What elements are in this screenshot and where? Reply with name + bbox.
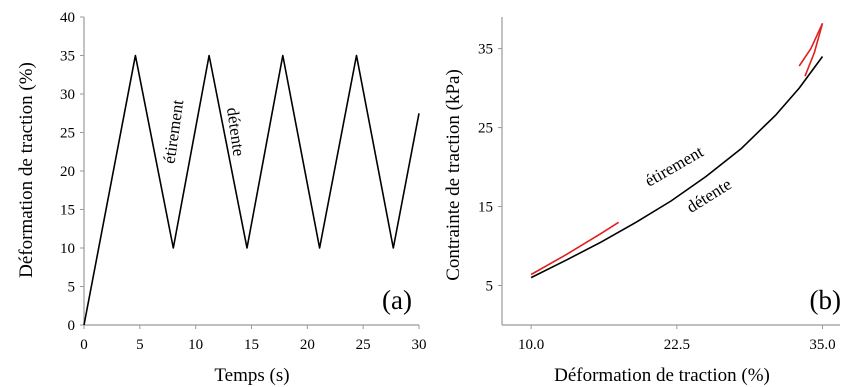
panel-a-series-line-0 [83,54,420,326]
panel-b-label: (b) [810,285,841,315]
panel-a-y-tick-label: 10 [60,241,75,257]
panel-a-y-tick-label: 30 [60,87,75,103]
panel-b-series-line-0 [530,56,824,279]
panel-a-y-tick-label: 20 [60,164,75,180]
panel-a-y-tick-label: 40 [60,10,75,26]
panel-a-x-tick-label: 0 [80,337,88,353]
panel-b-annotation: détente [683,174,735,216]
panel-b-series-line-2 [798,22,824,67]
panel-b-x-tick-label: 22.5 [664,337,690,353]
panel-b-y-tick-label: 25 [478,121,493,137]
panel-a-label: (a) [382,285,412,315]
panel-b-ylabel: Contrainte de traction (kPa) [443,69,464,281]
panel-a-annotation: étirement [160,98,188,164]
panel-b-y-tick-label: 15 [478,200,493,216]
panel-a-y-tick-label: 35 [60,49,75,65]
panel-b-x-tick-label: 35.0 [809,337,835,353]
panel-a-x-tick-label: 30 [412,337,427,353]
panel-a-y-tick-label: 15 [60,203,75,219]
panel-a-annotation: détente [223,106,249,157]
panel-a-xlabel: Temps (s) [214,365,289,386]
panel-a-x-tick-label: 20 [300,337,315,353]
panel-b-y-tick-label: 35 [478,42,493,58]
panel-b-xlabel: Déformation de traction (%) [554,365,770,386]
panel-b-x-tick-label: 10.0 [518,337,544,353]
panel-a-ylabel: Déformation de traction (%) [16,62,37,278]
panel-a-x-tick-label: 25 [356,337,371,353]
panel-a-y-tick-label: 5 [68,280,76,296]
panel-b-chart: (b) Déformation de traction (%) Contrain… [443,17,841,386]
panel-a-x-tick-label: 15 [244,337,259,353]
panel-a-x-tick-label: 10 [188,337,203,353]
panel-a-x-tick-label: 5 [136,337,144,353]
panel-b-y-tick-label: 5 [486,279,494,295]
panel-b-series-line-3 [804,23,824,77]
panel-a-y-tick-label: 0 [68,318,76,334]
panel-a-chart: (a) Temps (s) Déformation de traction (%… [16,10,427,386]
panel-b-series-line-1 [530,221,620,276]
panel-a-y-tick-label: 25 [60,126,75,142]
